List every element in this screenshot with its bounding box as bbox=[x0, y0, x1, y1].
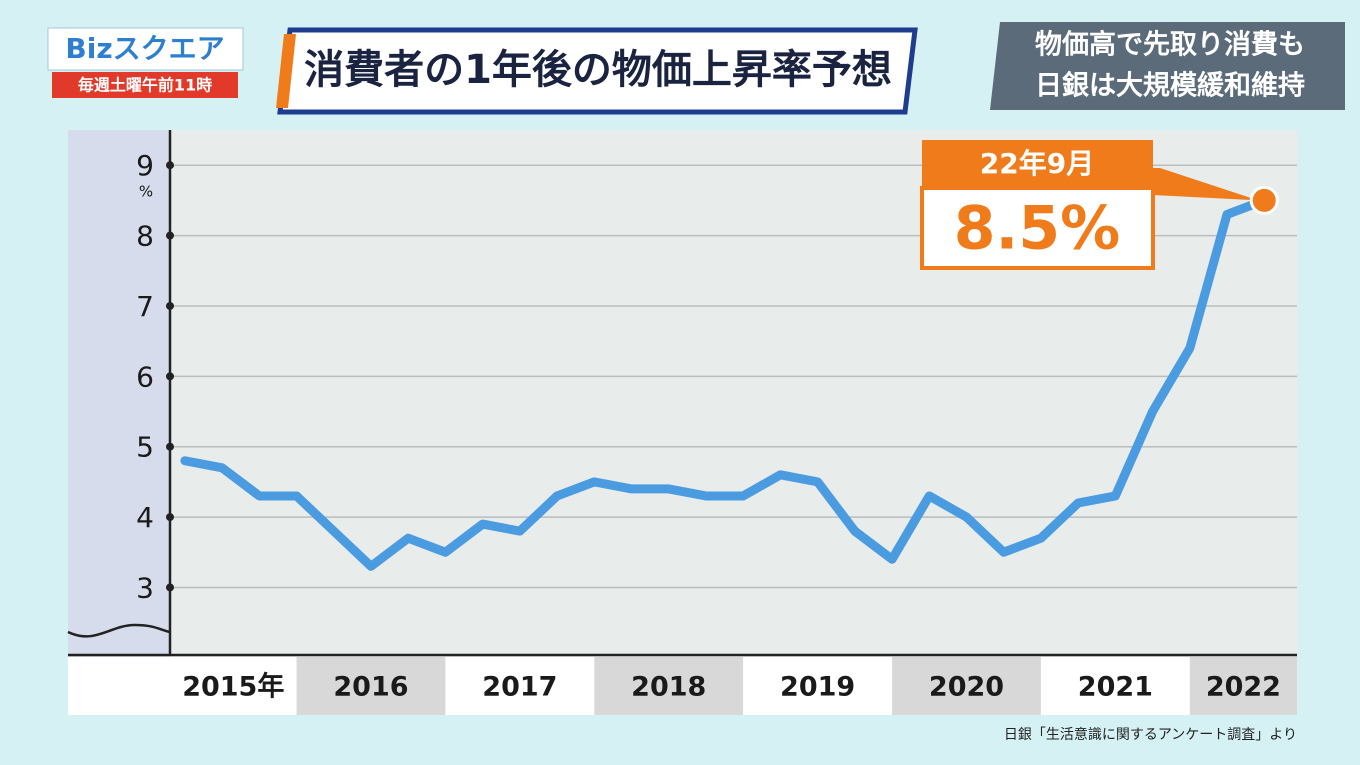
y-tick-label: 3 bbox=[136, 571, 154, 604]
x-band bbox=[892, 657, 1041, 715]
x-band bbox=[445, 657, 595, 715]
x-tick-label: 2021 bbox=[1078, 672, 1153, 703]
y-tick-label: 9 bbox=[136, 149, 154, 182]
annotation-body bbox=[920, 186, 1155, 270]
x-tick-label: 2015年 bbox=[182, 671, 284, 703]
logo: Bizスクエア bbox=[65, 32, 224, 65]
annotation-label: 8.5% bbox=[954, 194, 1120, 264]
side-box bbox=[990, 22, 1345, 110]
annotation-pointer bbox=[1153, 168, 1259, 201]
y-unit: % bbox=[139, 183, 153, 201]
x-tick-label: 2016 bbox=[333, 672, 408, 703]
x-tick-label: 2022 bbox=[1206, 672, 1281, 703]
x-tick-label: 2019 bbox=[780, 672, 855, 703]
title-accent bbox=[276, 34, 296, 108]
side-caption: 日銀は大規模緩和維持 bbox=[1035, 71, 1305, 102]
x-band bbox=[1189, 657, 1297, 715]
x-band bbox=[743, 657, 893, 715]
schedule-box bbox=[52, 72, 238, 98]
schedule: 毎週土曜午前11時 bbox=[78, 76, 212, 95]
x-band bbox=[594, 657, 744, 715]
logo-box bbox=[47, 27, 244, 71]
side-caption: 物価高で先取り消費も bbox=[1035, 29, 1305, 61]
y-tick-label: 7 bbox=[136, 290, 154, 323]
x-band bbox=[296, 657, 446, 715]
axis-break bbox=[67, 623, 171, 638]
source: 日銀「生活意識に関するアンケート調査」より bbox=[1004, 726, 1297, 743]
chart-title: 消費者の1年後の物価上昇率予想 bbox=[304, 47, 892, 93]
x-band bbox=[170, 657, 297, 715]
x-tick-label: 2018 bbox=[631, 672, 706, 703]
y-tick-label: 8 bbox=[136, 220, 154, 253]
end-point bbox=[1249, 185, 1279, 215]
y-tick-label: 4 bbox=[136, 501, 154, 534]
y-tick-label: 5 bbox=[136, 431, 154, 464]
y-tick-label: 6 bbox=[136, 360, 154, 393]
x-band bbox=[1040, 657, 1190, 715]
annotation-date: 22年9月 bbox=[980, 147, 1094, 180]
x-tick-label: 2017 bbox=[482, 672, 557, 703]
annotation-header bbox=[922, 140, 1153, 188]
x-tick-label: 2020 bbox=[929, 672, 1004, 703]
data-line bbox=[180, 195, 1269, 571]
axis-area bbox=[68, 130, 170, 657]
